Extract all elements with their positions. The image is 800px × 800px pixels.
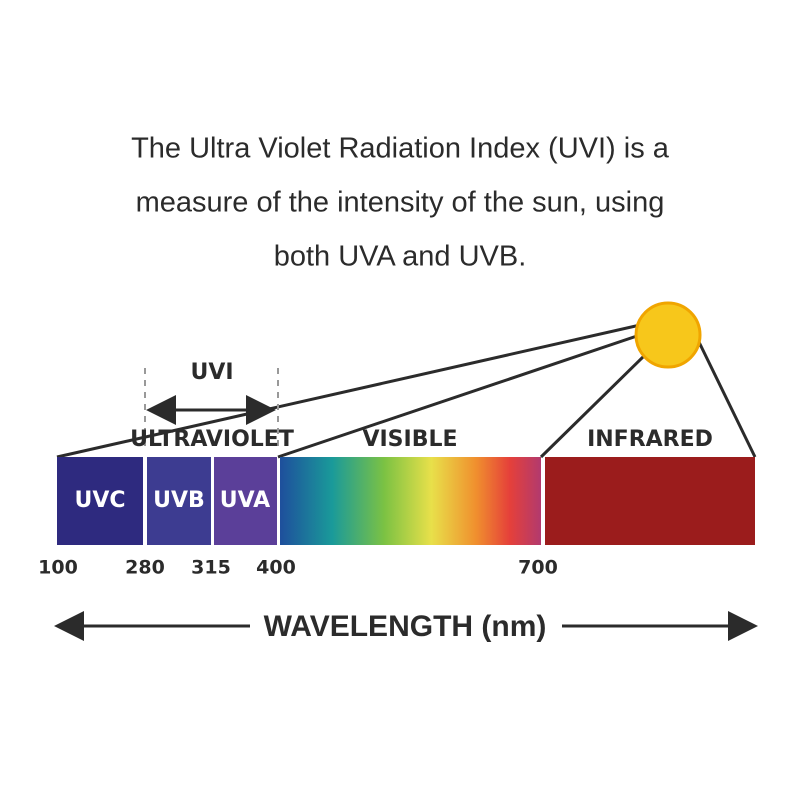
uva-band [214, 457, 277, 545]
region-label: VISIBLE [362, 427, 457, 452]
uvi-label: UVI [190, 360, 233, 385]
axis-label: WAVELENGTH (nm) [264, 610, 547, 643]
tick-label: 280 [125, 557, 165, 579]
uvb-band [147, 457, 211, 545]
band-label: UVA [220, 488, 270, 513]
band-label: UVB [153, 488, 205, 513]
tick-label: 315 [191, 557, 231, 579]
sun-rays [56, 323, 757, 459]
tick-label: 100 [38, 557, 78, 579]
visible-band [280, 457, 541, 545]
region-label: ULTRAVIOLET [130, 427, 294, 452]
sun [634, 301, 702, 369]
heading-line: measure of the intensity of the sun, usi… [136, 187, 665, 219]
tick-label: 400 [256, 557, 296, 579]
tick-label: 700 [518, 557, 558, 579]
band-label: UVC [74, 488, 125, 513]
region-label: INFRARED [587, 427, 713, 452]
heading-line: The Ultra Violet Radiation Index (UVI) i… [131, 133, 670, 165]
heading-line: both UVA and UVB. [274, 241, 527, 273]
infrared-band [545, 457, 755, 545]
uvc-band [57, 457, 143, 545]
